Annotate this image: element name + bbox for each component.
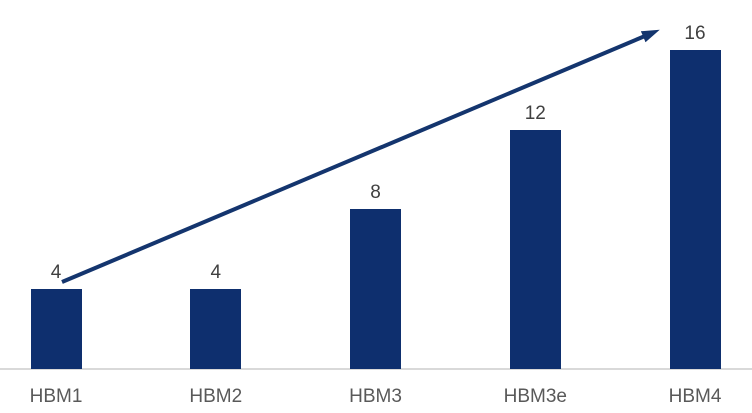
bar	[509, 130, 561, 369]
bar	[669, 50, 721, 369]
category-label: HBM3e	[503, 386, 567, 407]
x-axis-line	[0, 368, 752, 370]
bar-group-hbm2: 4 HBM2	[161, 262, 271, 407]
bar	[350, 209, 401, 369]
bar-group-hbm3e: 12 HBM3e	[480, 103, 590, 407]
category-label: HBM1	[29, 386, 83, 407]
bar	[30, 289, 82, 369]
category-label: HBM2	[189, 386, 243, 407]
bar-value-label: 4	[210, 262, 222, 283]
bar-value-label: 12	[524, 103, 546, 124]
category-label: HBM4	[668, 386, 722, 407]
bar-value-label: 8	[370, 182, 381, 203]
bar-value-label: 16	[684, 23, 706, 44]
bar	[190, 289, 242, 369]
bar-group-hbm4: 16 HBM4	[640, 23, 750, 407]
bar-value-label: 4	[50, 262, 62, 283]
bar-group-hbm1: 4 HBM1	[1, 262, 111, 407]
category-label: HBM3	[349, 386, 402, 407]
bar-group-hbm3: 8 HBM3	[321, 182, 431, 407]
